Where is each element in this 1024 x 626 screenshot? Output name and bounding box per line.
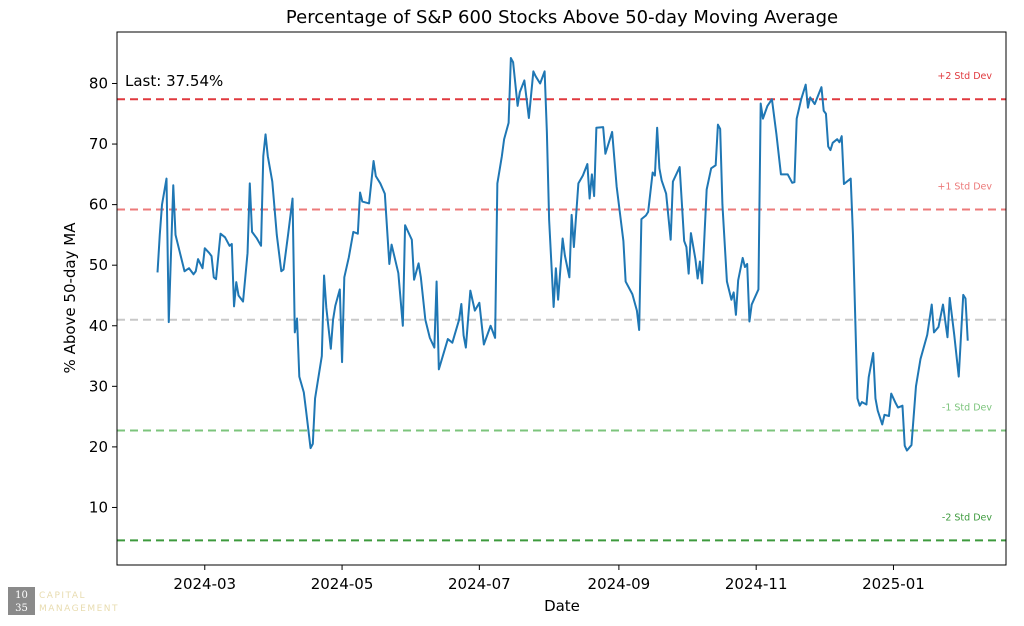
y-tick-label: 20 — [89, 438, 108, 456]
x-tick-label: 2025-01 — [862, 575, 925, 593]
reference-label: -1 Std Dev — [942, 403, 992, 414]
x-tick-label: 2024-05 — [311, 575, 374, 593]
y-axis-label: % Above 50-day MA — [61, 222, 79, 374]
y-tick-label: 40 — [89, 317, 108, 335]
logo: 10 35 CAPITAL MANAGEMENT — [8, 587, 119, 615]
y-tick-label: 60 — [89, 196, 108, 214]
y-tick-label: 10 — [89, 498, 108, 516]
y-tick-label: 50 — [89, 256, 108, 274]
logo-box — [8, 587, 35, 615]
logo-number: 35 — [15, 603, 28, 614]
chart-title: Percentage of S&P 600 Stocks Above 50-da… — [286, 7, 838, 28]
logo-text: MANAGEMENT — [39, 604, 119, 614]
reference-label: +2 Std Dev — [937, 71, 992, 82]
reference-label: +1 Std Dev — [937, 181, 992, 192]
logo-text: CAPITAL — [39, 591, 86, 601]
plot-frame — [116, 31, 1007, 566]
x-tick-label: 2024-03 — [173, 575, 236, 593]
logo-number: 10 — [15, 590, 28, 601]
reference-label: -2 Std Dev — [942, 512, 992, 523]
y-tick-label: 80 — [89, 74, 108, 92]
last-annotation: Last: 37.54% — [125, 72, 223, 90]
x-tick-label: 2024-07 — [448, 575, 511, 593]
x-axis-label: Date — [544, 597, 580, 615]
x-tick-label: 2024-11 — [725, 575, 788, 593]
x-tick-label: 2024-09 — [588, 575, 651, 593]
y-tick-label: 30 — [89, 377, 108, 395]
data-line — [156, 57, 969, 452]
y-tick-label: 70 — [89, 135, 108, 153]
